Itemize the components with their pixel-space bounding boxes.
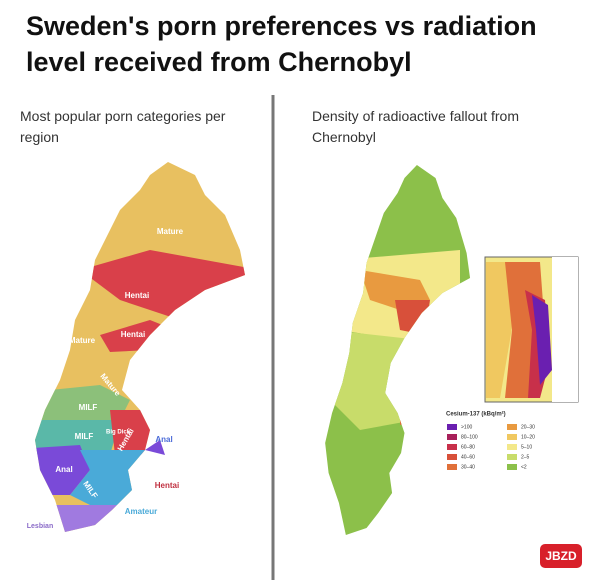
legend-label: >100 — [461, 424, 472, 430]
region-label: Mature — [69, 336, 96, 345]
legend-label: 40–60 — [461, 454, 475, 460]
legend-swatch — [447, 444, 457, 450]
region-label: MILF — [75, 432, 94, 441]
legend-swatch — [447, 454, 457, 460]
legend-swatch — [447, 464, 457, 470]
legend-label: <2 — [521, 464, 527, 470]
legend-swatch — [447, 434, 457, 440]
region-label: Hentai — [155, 481, 179, 490]
region-label: Lesbian — [27, 523, 53, 530]
right-map — [325, 165, 471, 535]
legend-label: 10–20 — [521, 434, 535, 440]
legend-swatch — [447, 424, 457, 430]
legend-label: 30–40 — [461, 464, 475, 470]
watermark: JBZD — [545, 549, 577, 563]
left-map — [35, 162, 245, 532]
region-label: MILF — [79, 403, 98, 412]
region-label: Amateur — [125, 507, 157, 516]
legend-label: 5–10 — [521, 444, 532, 450]
region-label: Hentai — [121, 330, 145, 339]
legend-label: 20–30 — [521, 424, 535, 430]
region-label: Mature — [157, 227, 184, 236]
legend-swatch — [507, 424, 517, 430]
legend-label: 2–5 — [521, 454, 530, 460]
legend-swatch — [507, 444, 517, 450]
region-label: Big Dick — [106, 430, 131, 436]
legend-swatch — [507, 464, 517, 470]
legend-title: Cesium-137 (kBq/m²) — [446, 411, 506, 418]
inset-map — [484, 256, 579, 403]
legend-swatch — [507, 454, 517, 460]
region-label: Hentai — [125, 291, 149, 300]
title: Sweden's porn preferences vs radiation l… — [26, 11, 537, 77]
legend-swatch — [507, 434, 517, 440]
legend-label: 60–80 — [461, 444, 475, 450]
gotland-region — [145, 440, 165, 455]
legend-label: 80–100 — [461, 434, 478, 440]
left-subtitle: Most popular porn categories per region — [20, 108, 226, 145]
legend: Cesium-137 (kBq/m²) >100 80–100 60–80 40–60 3… — [446, 411, 535, 471]
region-label: Anal — [155, 435, 172, 444]
watermark-badge: JBZD — [540, 544, 582, 568]
right-subtitle: Density of radioactive fallout from Cher… — [312, 108, 519, 145]
region-label: Anal — [55, 465, 72, 474]
